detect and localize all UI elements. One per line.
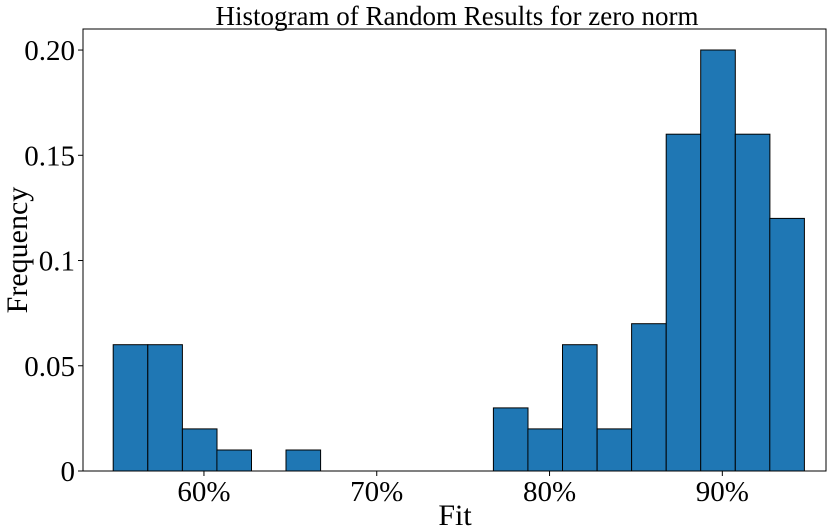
histogram-bar-9 xyxy=(631,323,667,472)
x-tick-label-0: 60% xyxy=(177,476,230,508)
histogram-bar-13 xyxy=(769,217,805,472)
histogram-bar-0 xyxy=(112,344,149,472)
x-tick-label-1: 70% xyxy=(350,476,403,508)
histogram-bar-5 xyxy=(492,407,529,472)
plot-frame xyxy=(82,28,827,472)
histogram-bar-11 xyxy=(700,49,736,472)
histogram-bar-12 xyxy=(734,133,771,472)
histogram-bar-4 xyxy=(285,449,322,472)
y-tick-label-4: 0.20 xyxy=(24,35,75,67)
y-tick-label-0: 0 xyxy=(61,456,76,488)
histogram-bar-3 xyxy=(216,449,252,472)
y-axis-label: Frequency xyxy=(1,187,34,314)
histogram-bar-6 xyxy=(527,428,564,472)
y-tick-label-3: 0.15 xyxy=(24,140,75,172)
histogram-bar-8 xyxy=(596,428,633,472)
y-tick-label-2: 0.1 xyxy=(39,246,75,278)
x-tick-label-3: 90% xyxy=(696,476,749,508)
histogram-bar-1 xyxy=(147,344,183,472)
x-tick-label-2: 80% xyxy=(523,476,576,508)
y-tick-label-1: 0.05 xyxy=(24,351,75,383)
histogram-bar-7 xyxy=(562,344,598,472)
histogram-bar-2 xyxy=(181,428,218,472)
bars-group xyxy=(112,49,805,472)
chart-title: Histogram of Random Results for zero nor… xyxy=(216,1,699,31)
x-axis: 60% 70% 80% 90% xyxy=(177,471,749,508)
y-axis: 0 0.05 0.1 0.15 0.20 xyxy=(24,35,83,488)
x-axis-label: Fit xyxy=(438,499,472,532)
histogram-bar-10 xyxy=(665,133,702,472)
